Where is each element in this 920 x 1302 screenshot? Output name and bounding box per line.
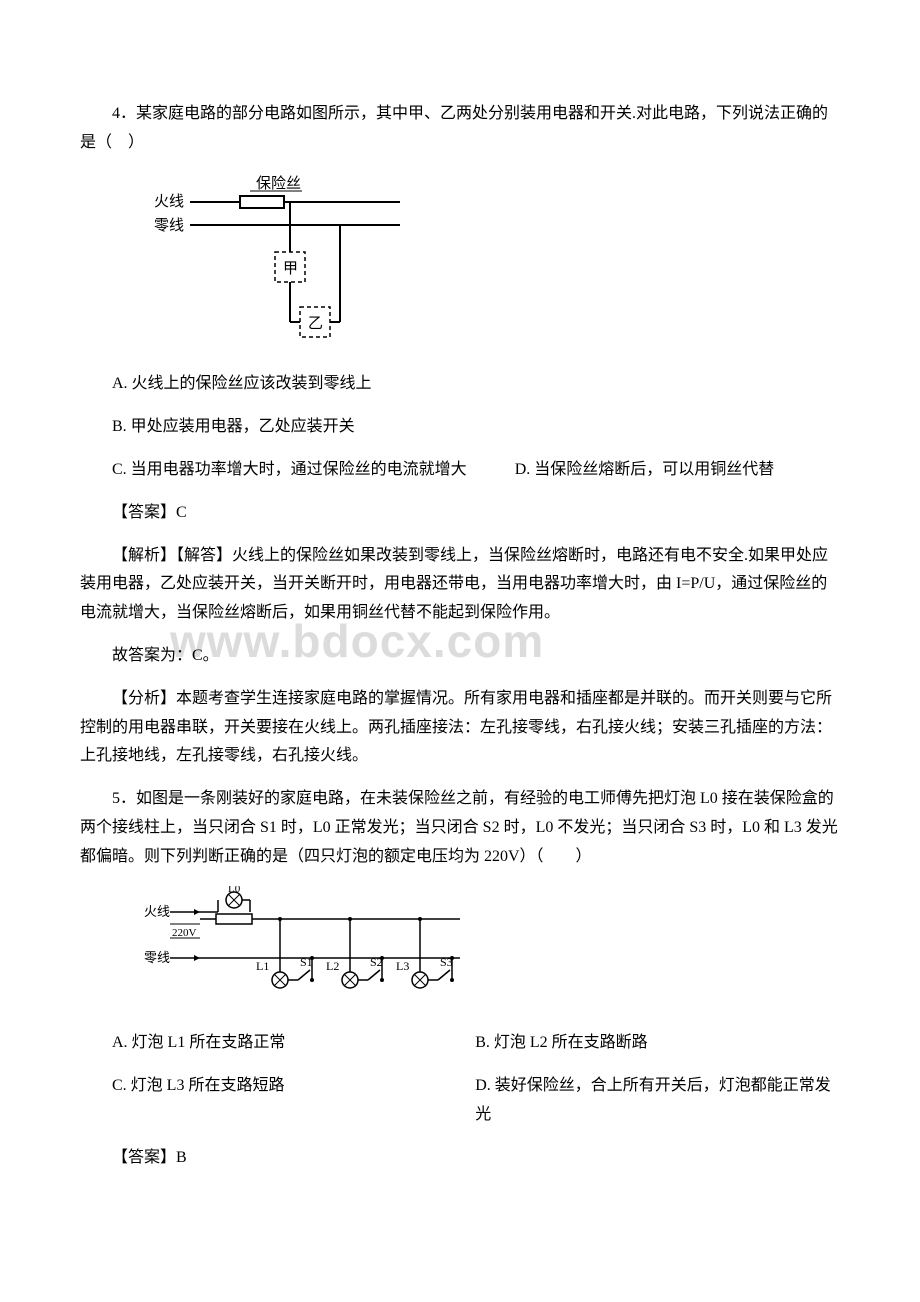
q5-option-d: D. 装好保险丝，合上所有开关后，灯泡都能正常发光 [475,1072,840,1130]
q5-220v-label: 220V [172,927,197,939]
q5-answer: 【答案】B [80,1144,840,1173]
document-content: 4．某家庭电路的部分电路如图所示，其中甲、乙两处分别装用电器和开关.对此电路，下… [80,100,840,1173]
q4-explanation-1: 【解析】【解答】火线上的保险丝如果改装到零线上，当保险丝熔断时，电路还有电不安全… [80,542,840,628]
q5-neutral-label: 零线 [144,950,170,965]
q4-option-d: D. 当保险丝熔断后，可以用铜丝代替 [515,461,775,478]
q5-circuit-diagram: 火线 220V 零线 L0 [140,886,840,1012]
q5-l3-label: L3 [396,959,409,973]
q5-option-c: C. 灯泡 L3 所在支路短路 [80,1072,475,1130]
q4-answer: 【答案】C [80,499,840,528]
q5-stem: 5．如图是一条刚装好的家庭电路，在未装保险丝之前，有经验的电工师傅先把灯泡 L0… [80,785,840,871]
q5-l0-label: L0 [228,886,241,895]
q4-option-cd: C. 当用电器功率增大时，通过保险丝的电流就增大 D. 当保险丝熔断后，可以用铜… [80,456,840,485]
q4-stem: 4．某家庭电路的部分电路如图所示，其中甲、乙两处分别装用电器和开关.对此电路，下… [80,100,840,158]
q4-explanation-2: 故答案为：C。 [80,642,840,671]
q4-neutral-label: 零线 [154,217,184,234]
q4-option-a: A. 火线上的保险丝应该改装到零线上 [80,370,840,399]
q4-box-b-label: 乙 [308,316,323,332]
q5-l2-label: L2 [326,959,339,973]
q5-l1-label: L1 [256,959,269,973]
q4-box-a-label: 甲 [283,261,298,277]
q4-circuit-diagram: 保险丝 火线 零线 甲 乙 [140,172,840,353]
q5-option-b: B. 灯泡 L2 所在支路断路 [475,1029,840,1058]
q4-option-c: C. 当用电器功率增大时，通过保险丝的电流就增大 [112,461,467,478]
q4-option-b: B. 甲处应装用电器，乙处应装开关 [80,413,840,442]
q4-fuse-label: 保险丝 [256,175,301,192]
q4-analysis: 【分析】本题考查学生连接家庭电路的掌握情况。所有家用电器和插座都是并联的。而开关… [80,685,840,771]
q5-option-a: A. 灯泡 L1 所在支路正常 [80,1029,475,1058]
q4-live-label: 火线 [154,193,184,210]
q5-live-label: 火线 [144,904,170,919]
